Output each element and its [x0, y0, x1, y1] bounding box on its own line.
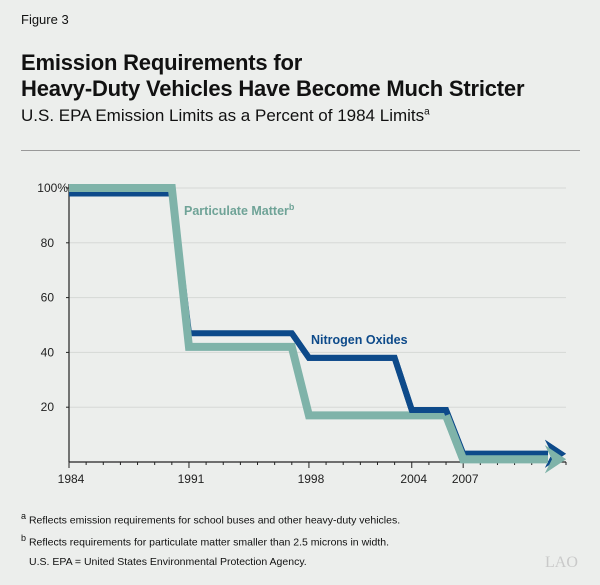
y-tick-label: 60 — [41, 291, 55, 305]
subtitle-text: U.S. EPA Emission Limits as a Percent of… — [21, 106, 425, 125]
footnote-mark: b — [21, 533, 27, 543]
series-line-nitrogen-oxides-overlay — [289, 331, 548, 457]
title-line: Heavy-Duty Vehicles Have Become Much Str… — [21, 76, 525, 101]
x-tick-label: 1998 — [298, 472, 325, 486]
y-tick-label: 40 — [41, 345, 55, 359]
figure-label: Figure 3 — [21, 12, 69, 27]
chart-title: Emission Requirements for Heavy-Duty Veh… — [21, 50, 525, 102]
series-label-particulate-matter: Particulate Matterb — [184, 202, 295, 218]
footnote: a Reflects emission requirements for sch… — [21, 511, 400, 527]
title-line: Emission Requirements for — [21, 50, 303, 75]
divider — [21, 150, 580, 151]
series-line-particulate-matter — [69, 184, 548, 464]
y-tick-label: 100% — [37, 181, 68, 195]
y-tick-label: 20 — [41, 400, 55, 414]
y-tick-label: 80 — [41, 236, 55, 250]
series-line-particulate-matter-overlay-arrowhead — [545, 445, 566, 474]
chart-subtitle: U.S. EPA Emission Limits as a Percent of… — [21, 106, 430, 126]
series-line-particulate-matter-overlay — [442, 413, 548, 464]
lao-logo: LAO — [545, 554, 578, 571]
footnote-mark: a — [21, 511, 27, 521]
footnote-text: Reflects requirements for particulate ma… — [28, 536, 389, 549]
footnote-text: U.S. EPA = United States Environmental P… — [29, 556, 307, 568]
series-label-note: b — [289, 202, 295, 212]
footnote-text: Reflects emission requirements for schoo… — [28, 514, 401, 527]
x-tick-label: 1984 — [58, 472, 85, 486]
x-tick-label: 2004 — [400, 472, 427, 486]
series-label-nitrogen-oxides: Nitrogen Oxides — [311, 333, 408, 347]
x-tick-label: 2007 — [452, 472, 479, 486]
footnote: b Reflects requirements for particulate … — [21, 533, 389, 549]
subtitle-note: a — [424, 106, 430, 118]
footnote: U.S. EPA = United States Environmental P… — [29, 556, 307, 568]
x-tick-label: 1991 — [178, 472, 205, 486]
